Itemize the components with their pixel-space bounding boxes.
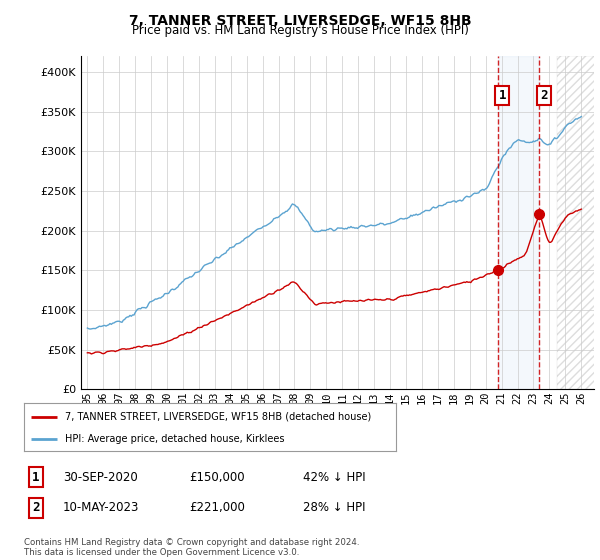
Text: 1: 1 [499,89,506,102]
Text: £150,000: £150,000 [189,470,245,484]
Text: 2: 2 [540,89,547,102]
Text: 30-SEP-2020: 30-SEP-2020 [63,470,138,484]
Text: 2: 2 [32,501,40,515]
Text: Contains HM Land Registry data © Crown copyright and database right 2024.
This d: Contains HM Land Registry data © Crown c… [24,538,359,557]
Text: £221,000: £221,000 [189,501,245,515]
Text: HPI: Average price, detached house, Kirklees: HPI: Average price, detached house, Kirk… [65,434,284,444]
Text: 10-MAY-2023: 10-MAY-2023 [63,501,139,515]
Text: 42% ↓ HPI: 42% ↓ HPI [303,470,365,484]
Bar [539,56,600,389]
Text: 7, TANNER STREET, LIVERSEDGE, WF15 8HB (detached house): 7, TANNER STREET, LIVERSEDGE, WF15 8HB (… [65,412,371,422]
Text: 1: 1 [32,470,40,484]
Text: 7, TANNER STREET, LIVERSEDGE, WF15 8HB: 7, TANNER STREET, LIVERSEDGE, WF15 8HB [128,14,472,28]
Bar [497,56,539,389]
Text: 28% ↓ HPI: 28% ↓ HPI [303,501,365,515]
Text: Price paid vs. HM Land Registry's House Price Index (HPI): Price paid vs. HM Land Registry's House … [131,24,469,37]
Bar [557,56,600,389]
